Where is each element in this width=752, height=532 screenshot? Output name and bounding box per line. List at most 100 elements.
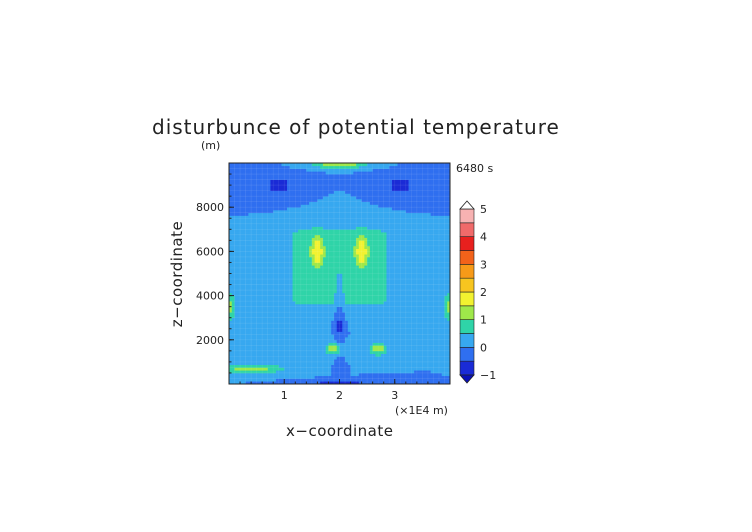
- heatmap-cell: [309, 254, 313, 258]
- heatmap-cell: [306, 301, 310, 305]
- heatmap-cell: [270, 375, 274, 379]
- heatmap-cell: [322, 309, 327, 313]
- heatmap-cell: [289, 212, 293, 216]
- heatmap-cell: [275, 209, 280, 214]
- heatmap-cell: [361, 284, 365, 288]
- heatmap-cell: [447, 301, 451, 305]
- heatmap-cell: [281, 298, 285, 302]
- heatmap-cell: [378, 317, 382, 321]
- heatmap-cell: [309, 229, 313, 233]
- heatmap-cell: [270, 290, 274, 294]
- heatmap-cell: [447, 254, 451, 258]
- heatmap-cell: [314, 342, 318, 346]
- heatmap-cell: [231, 334, 235, 338]
- heatmap-cell: [391, 221, 396, 225]
- heatmap-cell: [306, 281, 310, 285]
- heatmap-cell: [422, 262, 426, 266]
- heatmap-cell: [262, 256, 266, 261]
- heatmap-cell: [403, 345, 407, 349]
- heatmap-cell: [416, 218, 420, 222]
- heatmap-cell: [289, 279, 293, 283]
- heatmap-cell: [403, 298, 407, 302]
- heatmap-cell: [436, 221, 440, 225]
- heatmap-cell: [278, 342, 282, 346]
- heatmap-cell: [303, 256, 307, 261]
- heatmap-cell: [253, 251, 257, 255]
- heatmap-cell: [364, 375, 368, 379]
- heatmap-cell: [430, 353, 434, 357]
- heatmap-cell: [345, 234, 349, 238]
- heatmap-cell: [405, 317, 409, 321]
- heatmap-cell: [292, 276, 296, 280]
- heatmap-cell: [367, 292, 371, 296]
- heatmap-cell: [295, 323, 299, 327]
- heatmap-cell: [405, 295, 409, 299]
- heatmap-cell: [416, 312, 420, 316]
- heatmap-cell: [419, 276, 423, 280]
- heatmap-cell: [394, 284, 398, 288]
- heatmap-cell: [372, 256, 376, 261]
- heatmap-cell: [229, 287, 233, 291]
- heatmap-cell: [287, 229, 291, 233]
- heatmap-cell: [287, 356, 291, 360]
- heatmap-cell: [436, 284, 440, 288]
- heatmap-cell: [400, 312, 404, 316]
- heatmap-cell: [295, 259, 299, 263]
- heatmap-cell: [251, 295, 255, 299]
- heatmap-cell: [372, 243, 376, 247]
- heatmap-cell: [342, 317, 346, 321]
- heatmap-cell: [289, 267, 293, 272]
- heatmap-cell: [405, 375, 409, 379]
- heatmap-cell: [256, 328, 260, 332]
- heatmap-cell: [356, 270, 360, 274]
- heatmap-cell: [447, 215, 451, 219]
- heatmap-cell: [408, 226, 412, 230]
- heatmap-cell: [358, 370, 362, 374]
- heatmap-cell: [356, 312, 360, 316]
- heatmap-cell: [364, 248, 368, 252]
- heatmap-cell: [397, 337, 401, 341]
- heatmap-cell: [278, 270, 282, 274]
- heatmap-cell: [284, 254, 288, 258]
- heatmap-cell: [328, 284, 332, 288]
- heatmap-cell: [314, 226, 318, 230]
- heatmap-cell: [259, 381, 263, 385]
- heatmap-cell: [369, 342, 373, 346]
- heatmap-cell: [358, 232, 362, 236]
- heatmap-cell: [298, 367, 302, 371]
- heatmap-cell: [394, 348, 398, 352]
- heatmap-cell: [317, 295, 321, 299]
- heatmap-cell: [394, 232, 398, 236]
- heatmap-cell: [267, 284, 271, 288]
- heatmap-cell: [427, 287, 432, 291]
- heatmap-cell: [273, 290, 277, 294]
- heatmap-cell: [242, 381, 246, 385]
- heatmap-cell: [300, 375, 304, 379]
- heatmap-cell: [403, 381, 407, 385]
- heatmap-cell: [386, 240, 390, 244]
- heatmap-cell: [306, 370, 310, 374]
- heatmap-cell: [240, 359, 244, 363]
- heatmap-cell: [309, 284, 313, 288]
- heatmap-cell: [328, 350, 332, 354]
- heatmap-cell: [298, 312, 302, 316]
- heatmap-cell: [441, 334, 445, 338]
- heatmap-cell: [292, 312, 296, 316]
- heatmap-cell: [438, 298, 443, 302]
- heatmap-cell: [306, 273, 310, 277]
- heatmap-cell: [372, 314, 376, 319]
- heatmap-cell: [425, 226, 429, 230]
- heatmap-cell: [311, 350, 315, 354]
- heatmap-cell: [364, 254, 368, 258]
- heatmap-cell: [237, 381, 241, 385]
- heatmap-cell: [391, 378, 396, 382]
- heatmap-cell: [298, 262, 302, 266]
- heatmap-cell: [262, 290, 266, 294]
- heatmap-cell: [383, 292, 387, 296]
- heatmap-cell: [411, 378, 415, 382]
- heatmap-cell: [408, 229, 412, 233]
- heatmap-cell: [300, 359, 304, 363]
- heatmap-cell: [427, 234, 432, 238]
- heatmap-cell: [231, 215, 235, 219]
- heatmap-cell: [336, 323, 340, 327]
